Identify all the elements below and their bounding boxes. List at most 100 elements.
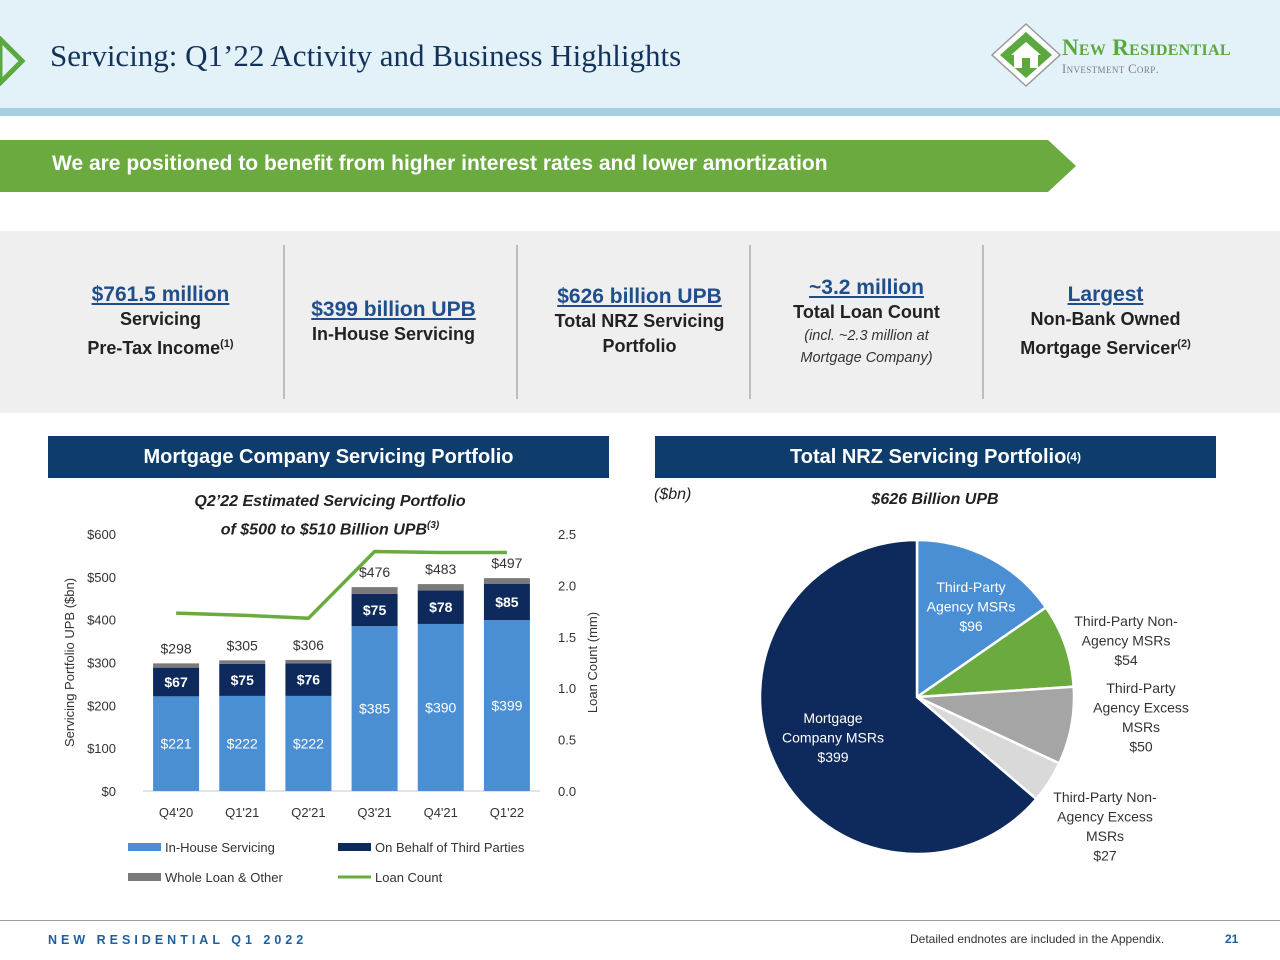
bar-total-label: $483 [425,561,456,577]
bar-value-label: $78 [429,599,453,615]
pie-slice-label: Third-Party Non-Agency Excess MSRs $27 [1053,789,1157,864]
y2-axis-title: Loan Count (mm) [585,612,600,713]
kpi-note: (incl. ~2.3 million at [804,327,929,344]
y2-tick-label: 0.5 [558,733,576,748]
kpi-loan-count: ~3.2 million Total Loan Count (incl. ~2.… [750,231,983,413]
bar-value-label: $399 [491,698,522,714]
pie-slice-label: Mortgage Company MSRs $399 [782,710,884,765]
kpi-band: $761.5 million Servicing Pre-Tax Income(… [0,231,1280,413]
section-title-text: Total NRZ Servicing Portfolio [790,445,1067,468]
bar-segment [483,620,530,791]
kpi-line-text: Pre-Tax Income [87,338,221,358]
pie-chart-title: $626 Billion UPB [871,491,999,508]
bar-value-label: $221 [161,736,192,752]
kpi-inhouse-servicing: $399 billion UPB In-House Servicing [277,231,510,413]
bar-segment [285,659,332,664]
y-tick-label: $600 [87,527,116,542]
pie-slice [915,538,1048,700]
kpi-line-text: Mortgage Servicer [1020,338,1178,358]
bar-segment [153,696,200,791]
legend-label: On Behalf of Third Parties [375,840,525,855]
bar-value-label: $76 [297,672,321,688]
y-tick-label: $300 [87,656,116,671]
y2-tick-label: 2.5 [558,527,576,542]
section-title-total-portfolio: Total NRZ Servicing Portfolio (4) [655,436,1216,478]
bar-total-label: $305 [227,637,258,653]
bar-value-label: $75 [231,672,255,688]
bar-segment [483,583,530,621]
y2-tick-label: 0.0 [558,784,576,799]
bar-segment [285,663,332,696]
bar-chart-subtitle: Q2’22 Estimated Servicing Portfolio of $… [150,490,510,542]
bar-value-label: $67 [164,674,188,690]
bar-value-label: $75 [363,602,387,618]
kpi-total-portfolio: $626 billion UPB Total NRZ Servicing Por… [523,231,756,413]
company-logo: New Residential Investment Corp. [990,22,1260,88]
kpi-note: Mortgage Company) [800,349,933,366]
bar-total-label: $298 [161,640,192,656]
bar-segment [219,660,266,664]
kpi-divider [516,245,518,399]
bar-segment [483,578,530,584]
pie-slice-label: Third-Party Agency Excess MSRs $50 [1093,680,1189,755]
pie-slice [912,605,1075,699]
bar-segment [219,695,266,791]
bar-subtitle-footnote: (3) [427,520,440,531]
kpi-divider [982,245,984,399]
bar-segment [351,593,398,627]
legend-swatch [338,843,371,851]
bar-total-label: $497 [491,555,522,571]
bar-value-label: $222 [293,735,324,751]
footer-endnote: Detailed endnotes are included in the Ap… [910,932,1165,946]
bar-segment [153,667,200,697]
y-tick-label: $400 [87,613,116,628]
y-tick-label: $0 [102,784,116,799]
x-tick-label: Q4'21 [424,805,458,820]
x-tick-label: Q1'21 [225,805,259,820]
y2-tick-label: 2.0 [558,578,576,593]
kpi-pretax-income: $761.5 million Servicing Pre-Tax Income(… [44,231,277,413]
pie-slice [758,538,1039,856]
header-band [0,0,1280,108]
highlight-banner [0,140,1076,192]
y-tick-label: $200 [87,698,116,713]
legend-swatch [128,843,161,851]
kpi-headline: $761.5 million [91,283,230,306]
kpi-divider [283,245,285,399]
x-tick-label: Q1'22 [490,805,524,820]
bar-segment [417,623,464,791]
bar-value-label: $85 [495,594,519,610]
bar-subtitle-text: of $500 to $510 Billion UPB [220,521,428,539]
kpi-headline: $626 billion UPB [557,285,722,308]
kpi-line: Non-Bank Owned [1030,309,1181,329]
kpi-footnote: (1) [220,338,234,350]
kpi-line: Total NRZ Servicing [554,311,725,331]
bar-subtitle-line: Q2’22 Estimated Servicing Portfolio [194,493,466,510]
pie-unit-label: ($bn) [654,486,692,503]
kpi-headline: Largest [1067,283,1144,306]
banner-text: We are positioned to benefit from higher… [52,152,828,175]
footer-company-label: NEW RESIDENTIAL Q1 2022 [48,933,308,947]
legend-label: In-House Servicing [165,840,275,855]
bar-segment [219,663,266,696]
servicing-bar-chart: $0 $100 $200 $300 $400 $500 $600 0.0 0.5 1.0 1.5 2.… [62,527,600,885]
legend-label: Whole Loan & Other [165,870,283,885]
kpi-line: Servicing [119,309,202,329]
x-tick-label: Q4'20 [159,805,193,820]
section-footnote: (4) [1066,450,1081,464]
footer-rule [0,920,1280,921]
kpi-footnote: (2) [1177,338,1191,350]
kpi-line: Pre-Tax Income(1) [87,332,233,361]
page-number: 21 [1225,932,1239,946]
portfolio-pie-chart: Third-Party Agency MSRs $96 Third-Party Non… [758,538,1189,864]
bar-value-label: $385 [359,701,390,717]
section-title-mortgage-company: Mortgage Company Servicing Portfolio [48,436,609,478]
y2-tick-label: 1.0 [558,681,576,696]
logo-subtitle: Investment Corp. [1062,62,1160,76]
legend-label: Loan Count [375,870,443,885]
kpi-headline: $399 billion UPB [311,297,476,321]
bar-segment [285,695,332,791]
pie-slice-label: Third-Party Agency MSRs $96 [927,579,1016,634]
y2-tick-label: 1.5 [558,630,576,645]
bar-segment [417,590,464,624]
